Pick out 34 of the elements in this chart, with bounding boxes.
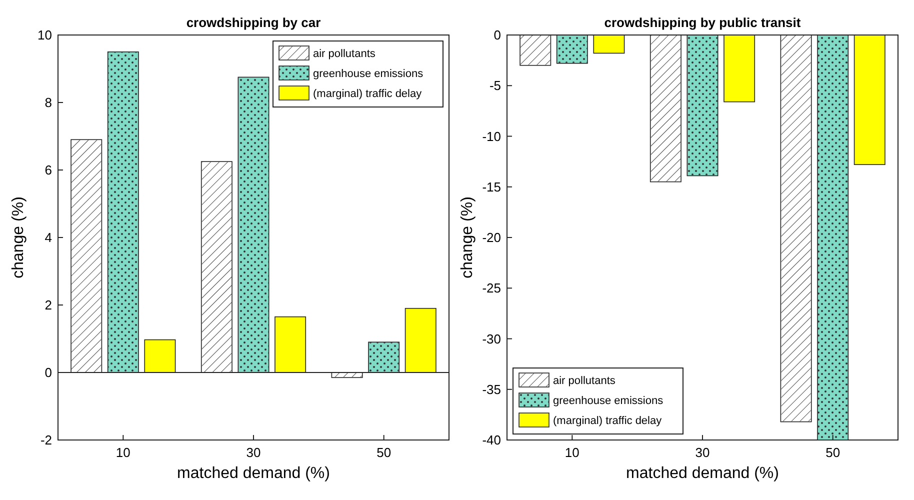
y-tick-label: -25	[482, 280, 501, 296]
legend-label: air pollutants	[553, 374, 616, 387]
y-tick-label: -2	[40, 432, 52, 448]
y-axis-title: change (%)	[10, 196, 27, 278]
y-tick-label: 4	[44, 230, 52, 246]
x-tick-label: 30	[246, 445, 261, 460]
x-axis-title: matched demand (%)	[626, 465, 779, 482]
y-tick-label: -5	[489, 78, 501, 94]
x-axis-title: matched demand (%)	[177, 465, 330, 482]
chart-title: crowdshipping by public transit	[604, 15, 802, 30]
y-tick-label: -35	[482, 382, 501, 397]
legend-label: air pollutants	[313, 48, 376, 60]
y-tick-label: 0	[44, 365, 52, 380]
chart-title: crowdshipping by car	[186, 15, 321, 30]
legend-label: greenhouse emissions	[553, 394, 664, 407]
x-tick-label: 50	[826, 445, 840, 460]
x-tick-label: 30	[695, 445, 710, 460]
legend-label: greenhouse emissions	[313, 68, 424, 80]
y-tick-label: -10	[482, 128, 501, 144]
y-axis-title: change (%)	[459, 196, 476, 278]
y-tick-label: -20	[482, 230, 501, 246]
legend-label: (marginal) traffic delay	[553, 414, 662, 427]
y-tick-label: 2	[44, 298, 52, 313]
y-tick-label: 6	[44, 162, 52, 178]
y-tick-label: 8	[44, 95, 52, 110]
legend-label: (marginal) traffic delay	[313, 88, 422, 100]
y-tick-label: -15	[482, 179, 501, 194]
y-tick-label: 0	[494, 28, 501, 43]
y-tick-label: -30	[482, 331, 501, 346]
x-tick-label: 50	[376, 445, 392, 460]
y-tick-label: -40	[482, 432, 501, 448]
x-tick-label: 10	[564, 445, 580, 460]
x-tick-label: 10	[116, 445, 130, 460]
y-tick-label: 10	[38, 28, 52, 43]
